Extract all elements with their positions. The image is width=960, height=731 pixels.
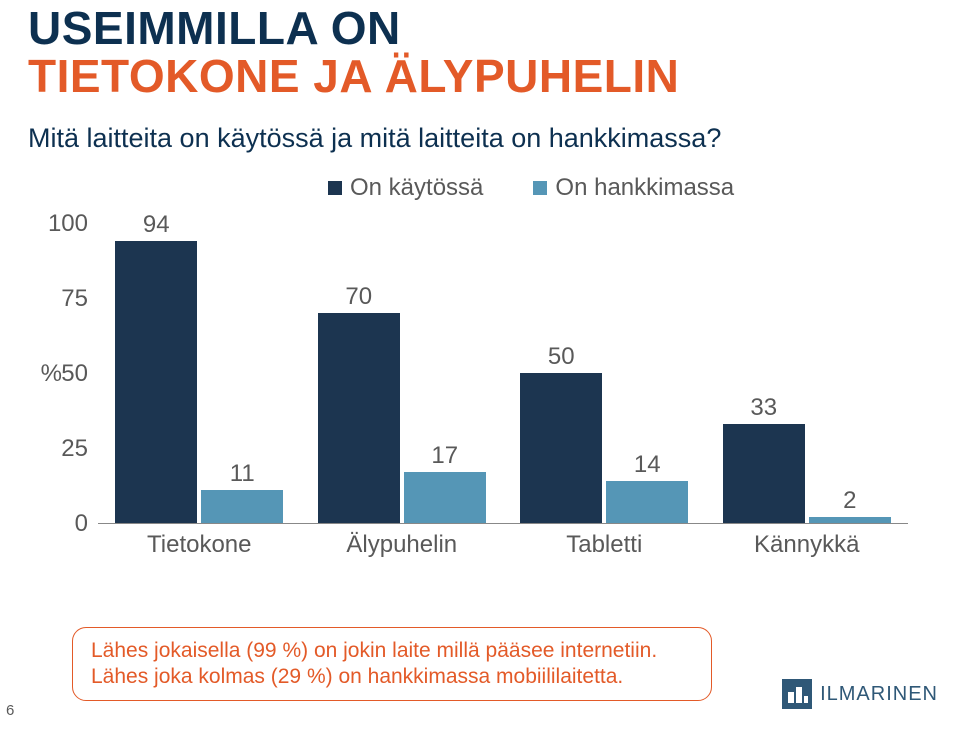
page-number: 6 — [6, 702, 14, 719]
plot-area: 9411Tietokone7017Älypuhelin5014Tabletti 3… — [98, 224, 908, 524]
legend: On käytössä On hankkimassa — [328, 174, 734, 202]
bar-value-label: 94 — [143, 211, 170, 239]
y-tick-label: 25 — [28, 435, 88, 463]
bar-value-label: 2 — [843, 487, 856, 515]
logo-mark-icon — [782, 679, 812, 709]
bar-value-label: 11 — [230, 460, 255, 488]
bar-chart: On käytössä On hankkimassa 9411Tietokone… — [28, 164, 928, 574]
bar: 33 — [723, 424, 805, 523]
bar: 2 — [809, 517, 891, 523]
category-label: Tabletti — [566, 531, 642, 559]
logo-text: ILMARINEN — [820, 683, 938, 706]
bar-value-label: 70 — [345, 283, 372, 311]
legend-item-on-hankkimassa: On hankkimassa — [533, 174, 734, 202]
legend-swatch-icon — [328, 181, 342, 195]
bar: 94 — [115, 241, 197, 523]
bar: 70 — [318, 313, 400, 523]
bar: 50 — [520, 373, 602, 523]
legend-swatch-icon — [533, 181, 547, 195]
bar-group: 5014Tabletti — [520, 373, 688, 523]
category-label: Tietokone — [147, 531, 252, 559]
legend-label: On käytössä — [350, 174, 483, 202]
callout-line-1: Lähes jokaisella (99 %) on jokin laite m… — [91, 638, 693, 664]
callout-box: Lähes jokaisella (99 %) on jokin laite m… — [72, 627, 712, 702]
callout-line-2: Lähes joka kolmas (29 %) on hankkimassa … — [91, 664, 693, 690]
bar: 17 — [404, 472, 486, 523]
brand-logo: ILMARINEN — [782, 679, 938, 709]
bar-value-label: 33 — [750, 394, 777, 422]
category-label: Älypuhelin — [346, 531, 457, 559]
bar-group: 332Kännykkä — [723, 424, 891, 523]
slide: USEIMMILLA ON TIETOKONE JA ÄLYPUHELIN Mi… — [0, 0, 960, 731]
y-tick-label: 0 — [28, 510, 88, 538]
category-label: Kännykkä — [754, 531, 859, 559]
legend-item-on-kaytossa: On käytössä — [328, 174, 483, 202]
y-tick-label: 100 — [28, 210, 88, 238]
bar-group: 9411Tietokone — [115, 241, 283, 523]
bar-value-label: 17 — [431, 442, 458, 470]
bar-value-label: 14 — [634, 451, 661, 479]
subtitle: Mitä laitteita on käytössä ja mitä laitt… — [28, 123, 940, 154]
legend-label: On hankkimassa — [555, 174, 734, 202]
bar: 11 — [201, 490, 283, 523]
title-line-1: USEIMMILLA ON — [28, 0, 940, 52]
y-tick-label: 75 — [28, 285, 88, 313]
bar-value-label: 50 — [548, 343, 575, 371]
y-unit-label: % — [22, 360, 62, 388]
bar-group: 7017Älypuhelin — [318, 313, 486, 523]
title-line-2: TIETOKONE JA ÄLYPUHELIN — [28, 52, 940, 100]
bar: 14 — [606, 481, 688, 523]
